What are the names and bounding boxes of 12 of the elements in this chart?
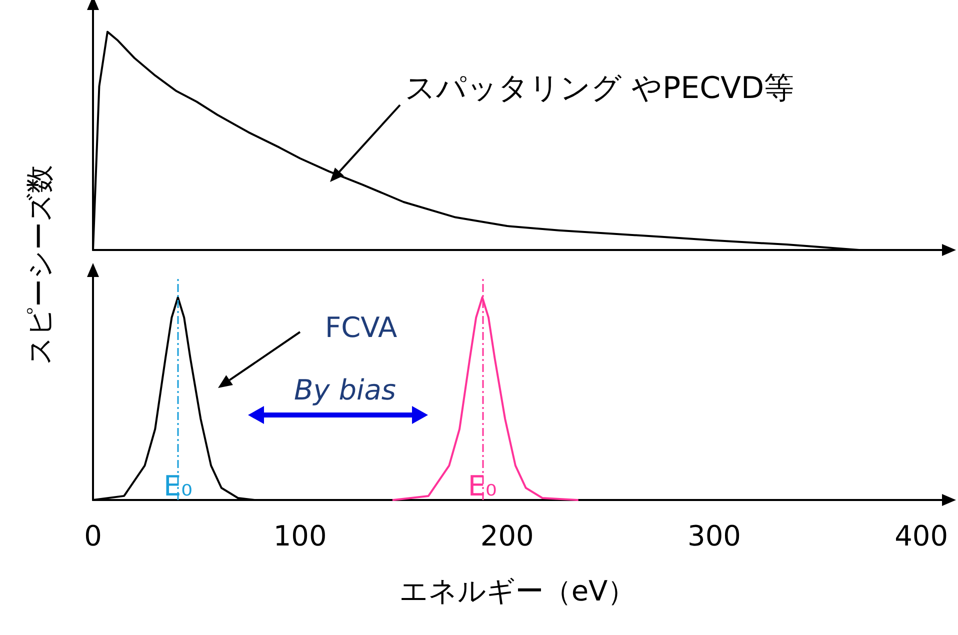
y-axis-title: スピーシーズ数 bbox=[22, 165, 57, 365]
x-tick-label: 100 bbox=[273, 520, 327, 552]
ref-line-label: E₀ bbox=[163, 470, 192, 502]
x-tick-label: 0 bbox=[84, 520, 102, 552]
x-tick-label: 400 bbox=[894, 520, 948, 552]
annotation: By bias bbox=[294, 374, 396, 406]
x-axis-title: エネルギー（eV） bbox=[399, 574, 636, 608]
x-tick-label: 200 bbox=[480, 520, 534, 552]
x-tick-label: 300 bbox=[687, 520, 741, 552]
ref-line-label: E₀ bbox=[468, 470, 497, 502]
annotation: スパッタリング やPECVD等 bbox=[405, 70, 794, 108]
annotation: FCVA bbox=[325, 311, 398, 344]
